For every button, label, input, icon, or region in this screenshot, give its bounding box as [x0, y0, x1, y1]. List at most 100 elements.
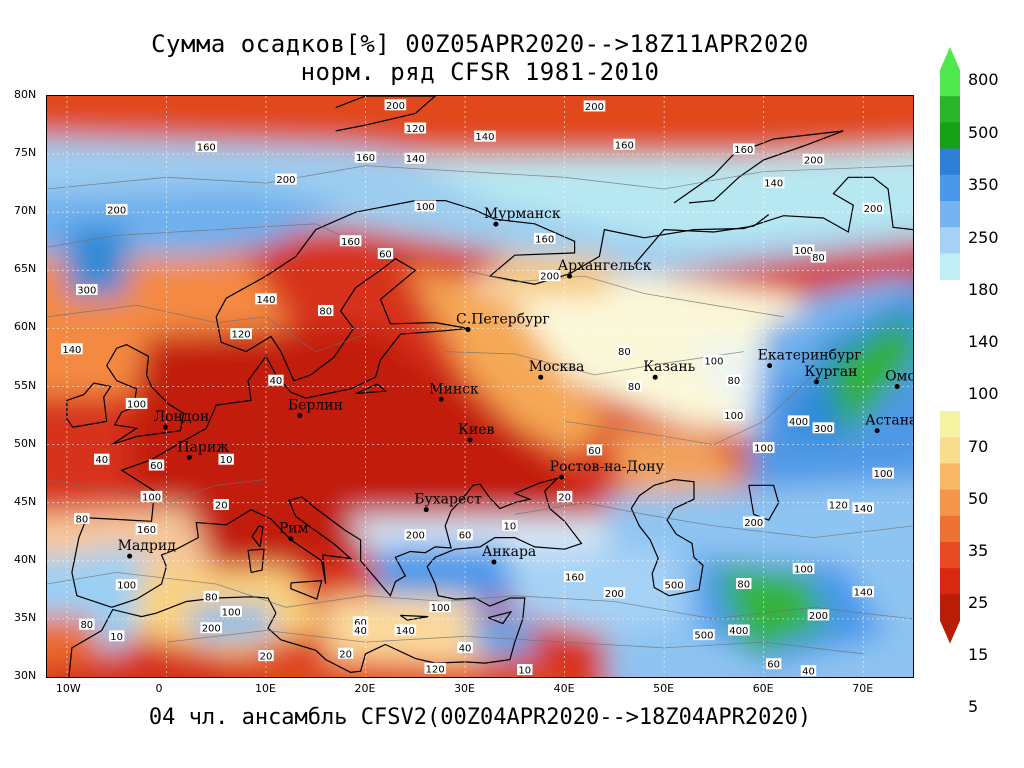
- svg-text:60: 60: [767, 660, 780, 671]
- city-marker: Ростов-на-Дону: [550, 459, 665, 480]
- lon-tick-label: 10W: [55, 682, 81, 695]
- svg-text:200: 200: [804, 155, 823, 166]
- city-label: Рим: [279, 521, 309, 537]
- contour-label: 140: [852, 586, 875, 599]
- svg-text:160: 160: [341, 237, 360, 248]
- contour-label: 200: [807, 609, 830, 622]
- svg-text:200: 200: [386, 101, 405, 112]
- contour-label: 140: [255, 293, 277, 306]
- colorbar-swatch: [940, 201, 960, 228]
- svg-text:60: 60: [588, 446, 601, 457]
- lon-tick-label: 60E: [752, 682, 774, 695]
- contour-label: 60: [765, 658, 782, 671]
- svg-text:140: 140: [406, 154, 425, 165]
- contour-label: 100: [115, 579, 138, 592]
- colorbar-swatch: [940, 515, 960, 543]
- svg-text:100: 100: [416, 202, 435, 213]
- lat-tick-label: 60N: [14, 320, 37, 334]
- svg-text:80: 80: [75, 514, 88, 525]
- svg-text:120: 120: [426, 664, 445, 675]
- city-marker: Париж: [177, 439, 229, 460]
- svg-text:400: 400: [789, 417, 808, 428]
- contour-label: 80: [203, 590, 219, 603]
- svg-text:160: 160: [615, 140, 634, 151]
- city-marker: Курган: [804, 364, 857, 385]
- colorbar-level-label: 250: [968, 228, 999, 247]
- contour-label: 200: [275, 173, 297, 186]
- contour-label: 60: [586, 444, 603, 457]
- contour-label: 10: [517, 664, 533, 677]
- lon-tick-label: 70E: [852, 682, 874, 695]
- svg-text:100: 100: [127, 399, 146, 410]
- lon-tick-label: 20E: [354, 682, 376, 695]
- svg-text:140: 140: [256, 295, 275, 306]
- contour-label: 80: [74, 512, 90, 525]
- svg-text:140: 140: [764, 179, 783, 190]
- contour-labels: 200 200 120 140 160 160 160 140 160 200 200 140 200 2…: [61, 99, 894, 677]
- colorbar-swatch: [940, 568, 960, 595]
- svg-text:10: 10: [503, 521, 516, 532]
- city-label: Архангельск: [558, 258, 652, 274]
- svg-text:80: 80: [618, 347, 631, 358]
- svg-text:20: 20: [339, 649, 352, 660]
- svg-text:120: 120: [829, 501, 848, 512]
- colorbar-level-label: 800: [968, 70, 999, 89]
- contour-label: 160: [339, 235, 362, 248]
- city-marker: Екатеринбург: [758, 348, 862, 369]
- city-label: Ростов-на-Дону: [550, 459, 665, 475]
- contour-label: 100: [140, 490, 163, 503]
- contour-label: 80: [79, 618, 95, 631]
- svg-text:120: 120: [406, 124, 425, 135]
- coastline-5: [748, 484, 780, 521]
- contour-line-3: [465, 269, 784, 318]
- contour-label: 400: [728, 624, 750, 637]
- city-marker: Минск: [429, 381, 479, 402]
- contour-label: 60: [457, 529, 473, 542]
- svg-text:160: 160: [565, 573, 584, 584]
- coastline-0: [71, 176, 913, 608]
- colorbar-swatch: [940, 411, 960, 438]
- contour-label: 80: [810, 251, 827, 264]
- svg-text:60: 60: [379, 250, 392, 261]
- coastline-14: [355, 383, 387, 395]
- colorbar-level-label: 180: [968, 280, 999, 299]
- lat-tick-label: 50N: [14, 436, 37, 450]
- svg-text:200: 200: [406, 531, 425, 542]
- contour-label: 100: [220, 605, 242, 618]
- colorbar-swatch: [940, 96, 960, 123]
- contour-label: 100: [752, 442, 775, 455]
- lat-tick-label: 45N: [14, 494, 37, 508]
- lat-tick-label: 40N: [14, 552, 37, 566]
- svg-text:200: 200: [585, 102, 604, 113]
- city-label: Астана: [865, 413, 913, 429]
- lat-tick-label: 70N: [14, 204, 37, 218]
- colorbar-level-label: 50: [968, 489, 989, 508]
- svg-text:160: 160: [535, 234, 554, 245]
- svg-text:40: 40: [270, 376, 283, 387]
- map-title-line2: норм. ряд CFSR 1981-2010: [300, 58, 660, 86]
- contour-label: 140: [404, 152, 427, 165]
- svg-text:80: 80: [737, 580, 750, 591]
- svg-text:160: 160: [734, 145, 753, 156]
- city-label: Мурманск: [484, 206, 561, 222]
- colorbar-swatch: [940, 227, 960, 254]
- svg-text:40: 40: [95, 455, 108, 466]
- contour-line-4: [445, 351, 744, 376]
- contour-label: 200: [384, 99, 407, 112]
- svg-text:140: 140: [62, 345, 81, 356]
- contour-label: 140: [394, 624, 417, 637]
- svg-text:200: 200: [809, 611, 828, 622]
- colorbar: [940, 47, 960, 644]
- colorbar-level-label: 5: [968, 697, 979, 716]
- colorbar-arrow-bottom: [940, 620, 960, 644]
- svg-text:140: 140: [854, 588, 873, 599]
- svg-text:20: 20: [260, 652, 273, 663]
- contour-label: 160: [613, 138, 636, 151]
- city-label: Москва: [529, 359, 585, 375]
- contour-label: 10: [502, 519, 518, 532]
- contour-label: 60: [148, 459, 165, 472]
- contour-label: 200: [200, 622, 223, 635]
- svg-text:10: 10: [110, 632, 123, 643]
- svg-text:100: 100: [794, 246, 813, 257]
- contour-label: 100: [125, 397, 148, 410]
